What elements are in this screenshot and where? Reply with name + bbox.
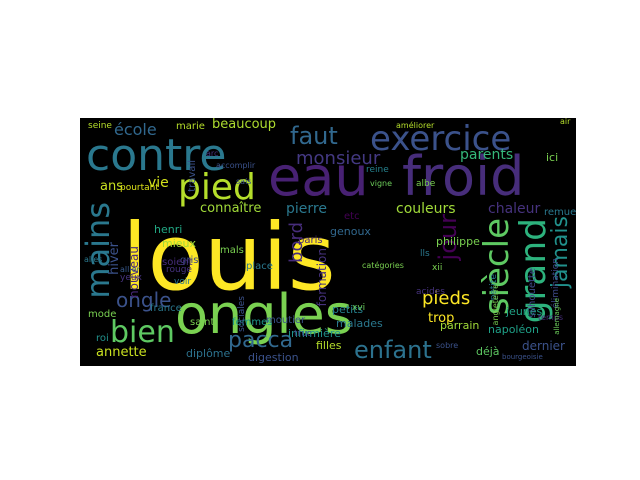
cloud-word: sobre — [436, 341, 459, 350]
cloud-word: alles — [84, 255, 103, 264]
cloud-word: temps — [538, 313, 564, 322]
cloud-word: exercice — [370, 119, 512, 159]
cloud-word: jeunes — [506, 305, 543, 318]
cloud-word: paris — [298, 235, 323, 246]
cloud-word: xii — [432, 263, 443, 273]
cloud-word: philippe — [436, 235, 480, 248]
cloud-word: froid — [402, 145, 525, 208]
cloud-word: moutier — [266, 315, 306, 326]
word-cloud: louis ongles froid eau contre exercice p… — [80, 118, 576, 366]
cloud-word: améliorer — [396, 121, 435, 130]
cloud-word: filles — [316, 339, 342, 352]
cloud-word: bourgeoisie — [502, 353, 543, 361]
cloud-word: parents — [460, 147, 514, 163]
cloud-word: ans — [100, 179, 123, 194]
cloud-word: beaucoup — [212, 118, 277, 132]
cloud-word: mals — [220, 245, 244, 256]
cloud-word: parrain — [440, 319, 480, 332]
cloud-word: enfant — [354, 336, 432, 364]
cloud-word: contre — [86, 130, 227, 181]
cloud-word: travail — [187, 160, 198, 192]
cloud-word: ici — [546, 151, 559, 164]
cloud-word: voir — [174, 277, 192, 287]
cloud-word: formation — [315, 248, 329, 307]
cloud-word: pied — [178, 167, 256, 208]
cloud-word: napoléon — [488, 323, 539, 336]
cloud-word: silhouette — [527, 268, 538, 318]
cloud-word: henri — [154, 223, 183, 236]
cloud-word: école — [114, 120, 157, 139]
cloud-word: seine — [88, 121, 112, 131]
cloud-word: chaleur — [488, 201, 541, 217]
cloud-word: france — [150, 303, 182, 314]
cloud-word: pourtant — [120, 183, 159, 193]
cloud-word: remuer — [544, 207, 576, 218]
cloud-word: air — [560, 118, 571, 126]
cloud-word: ongles — [175, 283, 353, 346]
cloud-word: dernier — [522, 339, 565, 353]
cloud-word: connaître — [200, 201, 262, 216]
cloud-word: déjà — [476, 345, 500, 358]
cloud-word: lls — [420, 249, 430, 259]
cloud-word: gris — [180, 255, 199, 266]
cloud-word: sociales — [237, 296, 247, 332]
cloud-word: diplôme — [186, 347, 231, 360]
cloud-word: mode — [88, 309, 117, 320]
cloud-word: eau — [268, 145, 369, 208]
cloud-word: ongle — [116, 288, 172, 312]
cloud-word: acides — [416, 287, 445, 297]
cloud-word: vigne — [370, 179, 393, 188]
cloud-word: pacca — [228, 328, 294, 353]
cloud-word: allemagne — [553, 298, 561, 335]
cloud-word: mieux — [162, 237, 197, 250]
cloud-word: faut — [290, 122, 338, 150]
cloud-word: roi — [96, 333, 109, 344]
cloud-word: vie — [148, 175, 169, 191]
cloud-word: monsieur — [296, 148, 381, 169]
cloud-word: xvi — [352, 303, 366, 313]
cloud-word: sais — [236, 177, 252, 186]
cloud-word: femmes — [232, 317, 273, 328]
cloud-word: yeux — [120, 273, 142, 283]
cloud-word: truc — [294, 329, 312, 339]
cloud-word: infirmière — [288, 327, 341, 340]
cloud-word: allier — [120, 265, 140, 274]
cloud-word: soient — [162, 257, 193, 268]
cloud-word: albe — [416, 179, 436, 189]
cloud-word: genoux — [330, 225, 371, 238]
cloud-word: malades — [336, 317, 383, 330]
cloud-word: pieds — [422, 288, 471, 309]
cloud-word: etc — [344, 211, 360, 222]
cloud-word: bien — [110, 315, 175, 350]
cloud-word: catégories — [362, 261, 404, 270]
cloud-word: louis — [122, 204, 336, 311]
cloud-word: marie — [176, 121, 205, 132]
cloud-word: pierre — [286, 201, 327, 217]
cloud-word: place — [246, 261, 273, 272]
cloud-word: digestion — [248, 351, 299, 364]
cloud-word: reine — [366, 165, 389, 175]
cloud-word: angleterre — [491, 284, 500, 326]
cloud-word: rouge — [166, 265, 192, 275]
cloud-word: trop — [428, 311, 455, 326]
cloud-word: couleurs — [396, 201, 456, 217]
cloud-word: accomplir — [216, 161, 256, 170]
cloud-word: saint — [190, 317, 215, 328]
cloud-word: annette — [96, 345, 147, 360]
cloud-word: petits — [332, 303, 364, 316]
cloud-word: arc — [206, 149, 219, 158]
